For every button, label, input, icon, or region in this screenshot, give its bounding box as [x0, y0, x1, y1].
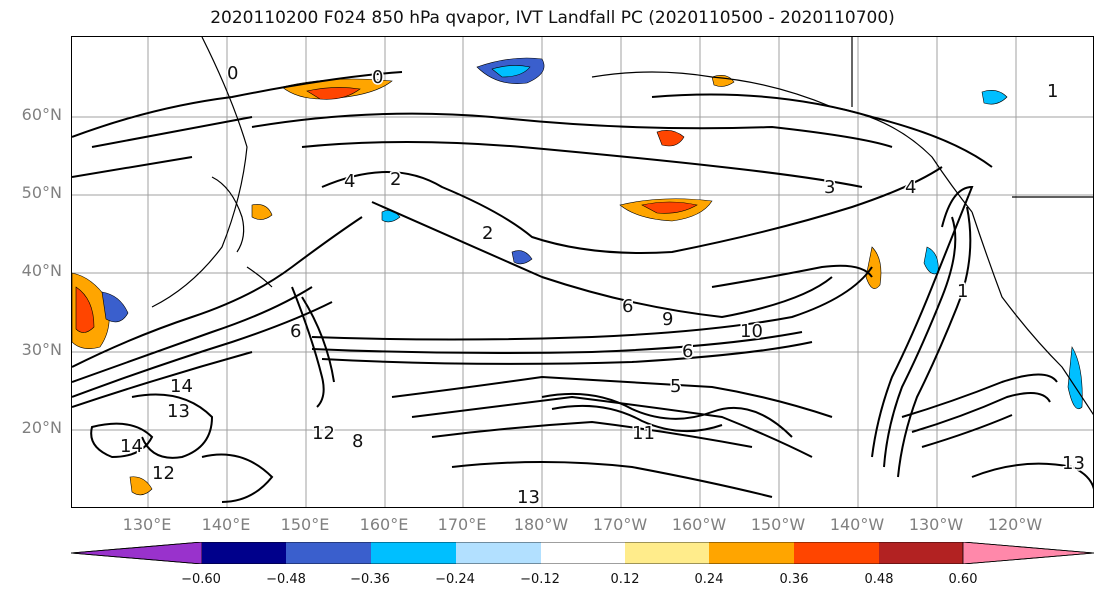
- colorbar-tick: 0.36: [779, 572, 809, 587]
- colorbar-swatch: [625, 542, 709, 564]
- contour-label: 6: [622, 296, 633, 317]
- lon-label-130w: 130°W: [908, 515, 964, 534]
- lat-label-50n: 50°N: [21, 183, 62, 202]
- colorbar-swatch: [202, 542, 286, 564]
- lat-label-20n: 20°N: [21, 418, 62, 437]
- colorbar-tick: 0.24: [694, 572, 724, 587]
- lon-label-140w: 140°W: [829, 515, 885, 534]
- contour-label: 2: [390, 169, 401, 190]
- contour-label: 13: [167, 401, 190, 422]
- colorbar-svg: [70, 541, 1095, 565]
- colorbar-tick: −0.60: [181, 572, 221, 587]
- colorbar-tick: −0.36: [350, 572, 390, 587]
- colorbar-swatch: [709, 542, 794, 564]
- contour-label: 3: [824, 177, 835, 198]
- lat-label-60n: 60°N: [21, 105, 62, 124]
- lon-label-150e: 150°E: [280, 515, 330, 534]
- colorbar-swatch: [879, 542, 963, 564]
- contour-labels: 0 0 1 2 2 3 4 4 5 6 6 6 8 9 10 11 12 12 …: [119, 62, 1087, 508]
- contour-label: 13: [1062, 453, 1085, 474]
- colorbar-tick: −0.24: [435, 572, 475, 587]
- contour-label: 14: [120, 436, 143, 457]
- colorbar-swatch: [456, 542, 541, 564]
- colorbar-tick: 0.12: [610, 572, 640, 587]
- lon-label-170e: 170°E: [437, 515, 487, 534]
- map-svg: 0 0 1 2 2 3 4 4 5 6 6 6 8 9 10 11 12 12 …: [72, 37, 1093, 508]
- contour-label: 4: [344, 171, 355, 192]
- lon-label-120w: 120°W: [987, 515, 1043, 534]
- contour-label: 12: [152, 463, 175, 484]
- contour-label: 6: [682, 341, 693, 362]
- colorbar-swatch: [541, 542, 625, 564]
- contour-label: 11: [632, 423, 655, 444]
- lon-label-160w: 160°W: [671, 515, 727, 534]
- lon-label-150w: 150°W: [750, 515, 806, 534]
- contour-label: 13: [517, 487, 540, 508]
- lon-label-160e: 160°E: [359, 515, 409, 534]
- ivt-contours: [72, 71, 1093, 503]
- contour-label: 8: [352, 431, 363, 452]
- lat-label-30n: 30°N: [21, 340, 62, 359]
- contour-label: 1: [1047, 81, 1058, 102]
- lon-label-130e: 130°E: [122, 515, 172, 534]
- contour-label: 1: [957, 281, 968, 302]
- contour-label: 5: [670, 376, 681, 397]
- colorbar-tick: −0.48: [266, 572, 306, 587]
- colorbar-swatch: [962, 541, 1095, 565]
- colorbar-tick: 0.48: [864, 572, 894, 587]
- contour-label: 0: [372, 67, 383, 88]
- contour-label: 6: [290, 321, 301, 342]
- coastlines: [151, 37, 1093, 416]
- contour-label: 14: [170, 376, 193, 397]
- lon-label-170w: 170°W: [592, 515, 648, 534]
- colorbar-swatch: [70, 541, 203, 565]
- colorbar-swatch: [286, 542, 371, 564]
- map-plot-area: 0 0 1 2 2 3 4 4 5 6 6 6 8 9 10 11 12 12 …: [71, 36, 1094, 508]
- lon-label-140e: 140°E: [201, 515, 251, 534]
- contour-label: 2: [482, 223, 493, 244]
- lat-label-40n: 40°N: [21, 261, 62, 280]
- contour-label: 0: [227, 63, 238, 84]
- colorbar-tick: −0.12: [520, 572, 560, 587]
- colorbar-swatch: [794, 542, 879, 564]
- contour-label: 4: [905, 177, 916, 198]
- contour-label: 10: [740, 321, 763, 342]
- lon-label-180w: 180°W: [513, 515, 569, 534]
- colorbar-swatch: [371, 542, 456, 564]
- colorbar-tick: 0.60: [948, 572, 978, 587]
- contour-label: 12: [312, 423, 335, 444]
- contour-label: 9: [662, 309, 673, 330]
- colorbar: [70, 541, 1095, 565]
- figure-title: 2020110200 F024 850 hPa qvapor, IVT Land…: [210, 8, 895, 28]
- graticule: [72, 37, 1093, 507]
